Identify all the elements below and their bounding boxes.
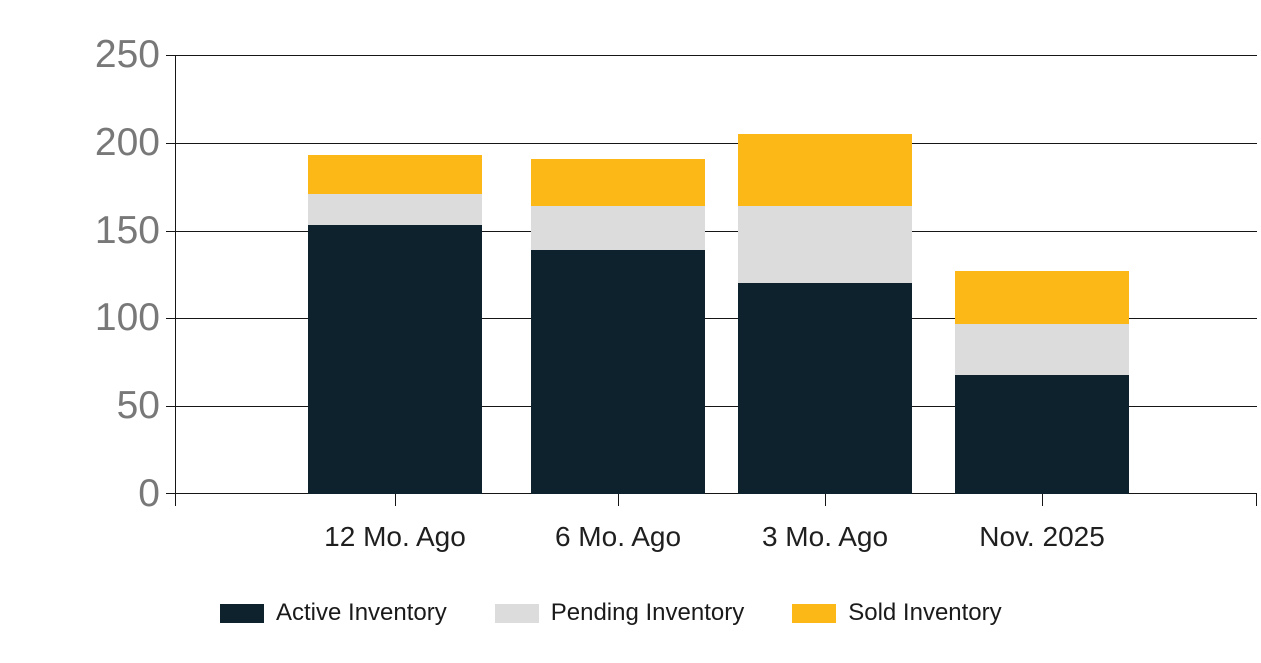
legend: Active Inventory Pending Inventory Sold In… (220, 599, 1002, 627)
legend-label: Active Inventory (276, 599, 447, 626)
bar-3-mo-ago (738, 134, 912, 494)
y-axis-tick-label: 150 (94, 208, 160, 252)
x-axis-tick-label: 12 Mo. Ago (324, 521, 466, 552)
x-axis-tick (618, 494, 619, 506)
bar-segment-pending-inventory (308, 193, 482, 226)
gridline-200 (166, 142, 1257, 144)
bar-segment-active-inventory (531, 249, 705, 494)
bar-segment-pending-inventory (738, 206, 912, 284)
plot-area (166, 55, 1257, 506)
legend-label: Pending Inventory (550, 599, 745, 626)
gridline-100 (166, 318, 1257, 320)
bar-nov-2025 (955, 271, 1129, 494)
legend-item-pending-inventory: Pending Inventory (494, 599, 745, 627)
x-axis-tick (825, 494, 826, 506)
bar-segment-pending-inventory (955, 323, 1129, 375)
y-axis-tick-label: 50 (116, 384, 160, 428)
y-axis-tick-label: 200 (94, 120, 160, 164)
legend-swatch-sold-inventory (792, 603, 837, 623)
x-axis-tick-label: 3 Mo. Ago (761, 521, 889, 552)
x-axis-tick (1042, 494, 1043, 506)
bar-segment-pending-inventory (531, 206, 705, 250)
bar-segment-sold-inventory (955, 271, 1129, 324)
gridline-0 (166, 493, 1257, 494)
bar-segment-active-inventory (955, 374, 1129, 494)
legend-swatch-pending-inventory (494, 603, 539, 623)
gridline-150 (166, 230, 1257, 232)
gridline-250 (166, 55, 1257, 56)
x-axis-tick (395, 494, 396, 506)
bar-6-mo-ago (531, 158, 705, 494)
y-axis-line (175, 55, 176, 506)
bar-segment-active-inventory (738, 283, 912, 494)
bar-segment-active-inventory (308, 225, 482, 494)
bar-segment-sold-inventory (738, 134, 912, 207)
gridline-50 (166, 406, 1257, 408)
legend-item-sold-inventory: Sold Inventory (792, 599, 1002, 627)
y-axis-tick-label: 250 (94, 33, 160, 76)
legend-item-active-inventory: Active Inventory (220, 599, 447, 627)
legend-label: Sold Inventory (848, 599, 1002, 626)
bar-12-mo-ago (308, 155, 482, 494)
y-axis-tick-label: 0 (138, 472, 160, 515)
legend-swatch-active-inventory (220, 603, 264, 623)
x-axis-end-tick (1256, 494, 1257, 506)
bar-segment-sold-inventory (308, 155, 482, 194)
x-axis-tick-label: 6 Mo. Ago (554, 521, 682, 552)
bar-segment-sold-inventory (531, 158, 705, 207)
y-axis-tick-label: 100 (94, 296, 160, 340)
x-axis-tick-label: Nov. 2025 (979, 521, 1105, 552)
